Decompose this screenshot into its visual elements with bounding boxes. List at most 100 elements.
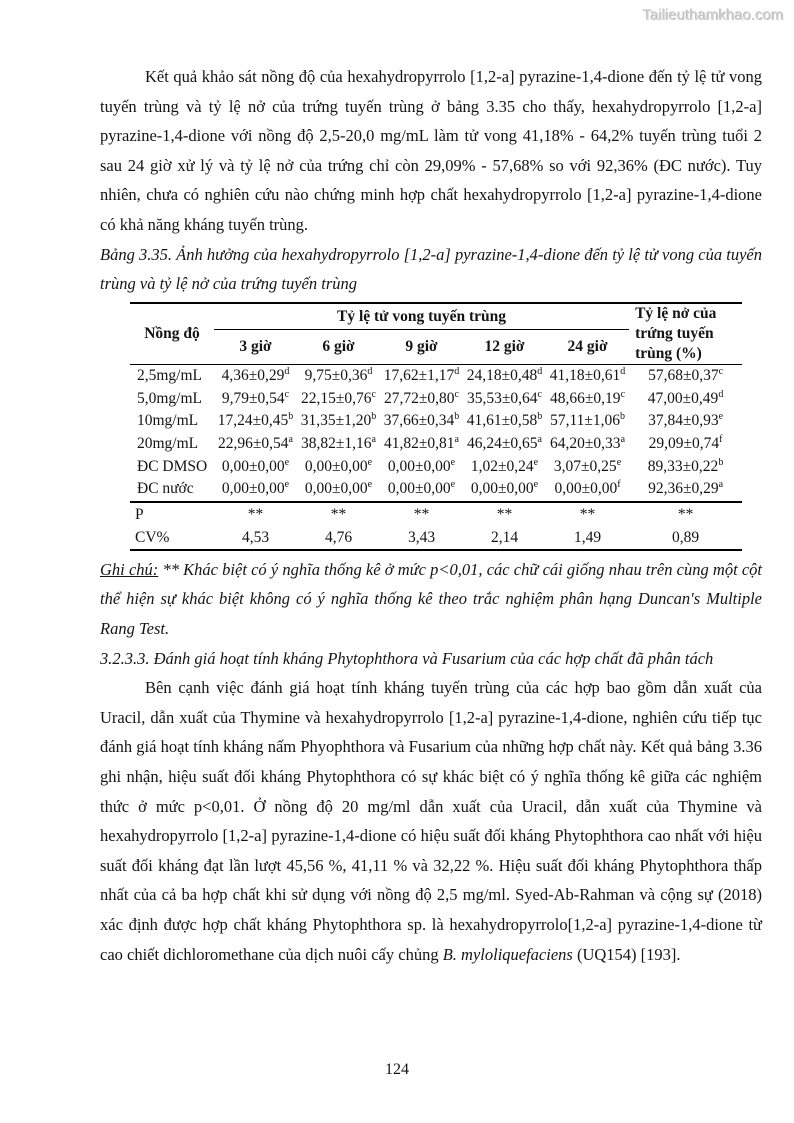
data-cell: 38,82±1,16a xyxy=(301,433,376,453)
stat-cell: 4,76 xyxy=(324,528,353,546)
duncan-letter: e xyxy=(616,456,622,468)
duncan-letter: e xyxy=(450,456,456,468)
data-cell: 17,62±1,17d xyxy=(383,366,460,385)
data-cell: 0,00±0,00e xyxy=(221,456,290,475)
duncan-letter: b xyxy=(718,456,724,468)
watermark: Tailieuthamkhao.com xyxy=(643,7,784,24)
duncan-letter: f xyxy=(617,479,621,491)
data-cell: 92,36±0,29a xyxy=(648,479,724,498)
time-header: 3 giờ xyxy=(214,329,297,366)
table-row: ĐC nước 0,00±0,00e 0,00±0,00e 0,00±0,00e 0,0… xyxy=(130,478,742,502)
duncan-letter: d xyxy=(537,366,543,378)
data-cell: 0,00±0,00e xyxy=(221,479,290,498)
stat-cell: 0,89 xyxy=(672,528,700,546)
data-cell: 3,07±0,25e xyxy=(553,456,622,475)
duncan-letter: a xyxy=(454,433,459,445)
duncan-letter: d xyxy=(284,366,290,378)
time-header: 9 giờ xyxy=(380,329,463,366)
duncan-letter: c xyxy=(284,388,290,400)
row-label: CV% xyxy=(135,528,170,546)
data-cell: 46,24±0,65a xyxy=(467,433,542,453)
data-cell: 29,09±0,74f xyxy=(648,433,723,453)
data-cell: 17,24±0,45b xyxy=(217,411,294,430)
data-cell: 1,02±0,24e xyxy=(470,456,539,475)
row-label: ĐC nước xyxy=(137,480,194,498)
stat-cell: ** xyxy=(629,500,743,526)
duncan-letter: a xyxy=(371,433,376,445)
time-header: 12 giờ xyxy=(463,329,546,366)
data-cell: 64,20±0,33a xyxy=(550,433,626,453)
stat-row: P ** ** ** ** ** ** xyxy=(130,500,743,526)
table-row: 2,5mg/mL 4,36±0,29d 9,75±0,36d 17,62±1,17d 2… xyxy=(130,365,742,388)
data-cell: 24,18±0,48d xyxy=(466,366,543,385)
duncan-letter: e xyxy=(284,456,290,468)
duncan-letter: b xyxy=(620,411,625,423)
row-label: ĐC DMSO xyxy=(137,457,208,475)
duncan-letter: b xyxy=(288,411,294,423)
note-label: Ghi chú: xyxy=(100,559,159,579)
data-cell: 0,00±0,00e xyxy=(387,479,456,498)
results-table: Nồng độ Tỷ lệ tử vong tuyến trùng Tỷ lệ … xyxy=(130,301,743,551)
data-cell: 22,15±0,76c xyxy=(301,388,376,407)
duncan-letter: b xyxy=(371,411,377,423)
data-cell: 4,36±0,29d xyxy=(221,366,290,385)
data-cell: 22,96±0,54a xyxy=(218,433,293,453)
data-cell: 9,75±0,36d xyxy=(304,366,373,385)
data-cell: 31,35±1,20b xyxy=(300,411,377,430)
duncan-letter: b xyxy=(537,411,543,423)
paragraph-discussion: Bên cạnh việc đánh giá hoạt tính kháng t… xyxy=(100,673,762,969)
row-label: 5,0mg/mL xyxy=(137,389,203,407)
row-label: P xyxy=(130,500,214,526)
data-cell: 0,00±0,00e xyxy=(304,456,373,475)
table-caption: Bảng 3.35. Ảnh hưởng của hexahydropyrrol… xyxy=(100,244,762,294)
duncan-letter: e xyxy=(533,479,539,491)
data-cell: 9,79±0,54c xyxy=(221,388,290,407)
stat-cell: 1,49 xyxy=(573,528,602,546)
data-cell: 57,68±0,37c xyxy=(648,366,724,385)
data-cell: 41,18±0,61d xyxy=(549,366,626,385)
time-header: 24 giờ xyxy=(546,329,630,366)
page-content: Kết quả khảo sát nồng độ của hexahydropy… xyxy=(100,62,762,969)
time-header: 6 giờ xyxy=(297,329,380,366)
data-cell: 48,66±0,19c xyxy=(550,388,626,407)
duncan-letter: d xyxy=(367,366,373,378)
data-cell: 41,61±0,58b xyxy=(466,411,543,430)
time-header-row: 3 giờ 6 giờ 9 giờ 12 giờ 24 giờ xyxy=(130,329,742,366)
duncan-letter: c xyxy=(371,388,376,400)
duncan-letter: d xyxy=(620,366,626,378)
duncan-letter: a xyxy=(620,433,626,445)
table-row: 5,0mg/mL 9,79±0,54c 22,15±0,76c 27,72±0,80c… xyxy=(130,388,742,411)
header-concentration: Nồng độ xyxy=(130,302,214,366)
duncan-letter: e xyxy=(718,411,724,423)
table-stats: P ** ** ** ** ** ** CV% 4,53 4,76 3,43 2,14 1,49 0,89 xyxy=(130,500,743,550)
data-cell: 57,11±1,06b xyxy=(550,411,625,430)
duncan-letter: f xyxy=(719,433,723,445)
table-row: ĐC DMSO 0,00±0,00e 0,00±0,00e 0,00±0,00e 1,0… xyxy=(130,456,742,479)
data-cell: 0,00±0,00e xyxy=(387,456,456,475)
duncan-letter: a xyxy=(288,433,293,445)
note-text: ** Khác biệt có ý nghĩa thống kê ở mức p… xyxy=(100,559,762,638)
data-cell: 37,66±0,34b xyxy=(383,411,460,430)
data-cell: 41,82±0,81a xyxy=(384,433,459,453)
data-cell: 0,00±0,00e xyxy=(470,479,539,498)
duncan-letter: c xyxy=(620,388,626,400)
species-name: B. myloliquefaciens xyxy=(442,944,573,964)
table-note: Ghi chú: ** Khác biệt có ý nghĩa thống k… xyxy=(100,555,762,644)
duncan-letter: d xyxy=(718,388,724,400)
paragraph-discussion-text1: Bên cạnh việc đánh giá hoạt tính kháng t… xyxy=(100,678,762,964)
table-header: Nồng độ Tỷ lệ tử vong tuyến trùng Tỷ lệ … xyxy=(130,302,743,366)
stat-cell: 3,43 xyxy=(407,528,436,546)
duncan-letter: c xyxy=(454,388,459,400)
section-heading: 3.2.3.3. Đánh giá hoạt tính kháng Phytop… xyxy=(100,648,714,668)
stat-cell: ** xyxy=(297,500,380,526)
row-label: 20mg/mL xyxy=(137,435,199,453)
duncan-letter: e xyxy=(284,479,290,491)
stat-cell: 4,53 xyxy=(241,528,270,546)
duncan-letter: e xyxy=(367,456,373,468)
duncan-letter: d xyxy=(454,366,460,378)
paragraph-discussion-text2: (UQ154) [193]. xyxy=(572,944,681,964)
row-label: 2,5mg/mL xyxy=(137,367,203,385)
data-cell: 35,53±0,64c xyxy=(467,388,542,407)
stat-cell: ** xyxy=(380,500,463,526)
